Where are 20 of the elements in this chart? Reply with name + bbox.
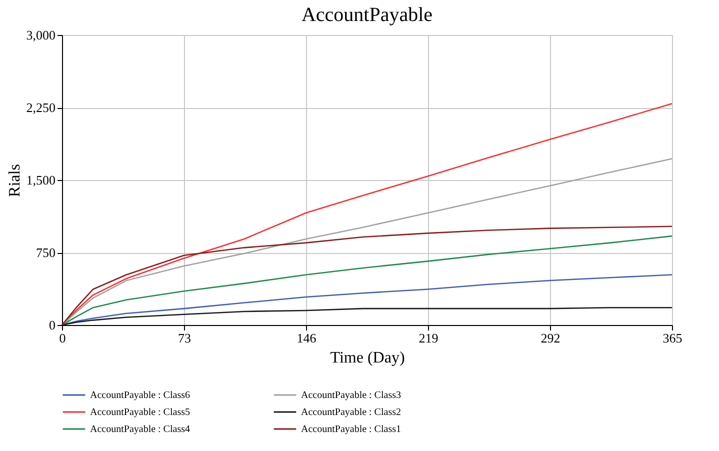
legend-label: AccountPayable : Class2 <box>301 407 401 418</box>
y-tick-label: 3,000 <box>26 28 56 42</box>
y-axis-title: Rials <box>6 164 24 197</box>
chart-title: AccountPayable <box>301 4 433 26</box>
y-tick-label: 1,500 <box>26 172 56 188</box>
x-axis-title: Time (Day) <box>330 350 405 366</box>
x-tick-label: 365 <box>662 330 682 346</box>
x-tick-label: 73 <box>178 330 191 346</box>
legend-label: AccountPayable : Class4 <box>90 424 190 435</box>
x-tick-label: 146 <box>296 330 317 346</box>
legend-label: AccountPayable : Class3 <box>301 390 401 401</box>
x-tick-label: 292 <box>540 330 560 346</box>
y-tick-label: 2,250 <box>26 100 56 115</box>
y-tick-label: 750 <box>36 245 56 260</box>
y-tick-label: 0 <box>49 318 56 332</box>
legend-label: AccountPayable : Class5 <box>90 407 190 418</box>
x-tick-label: 0 <box>59 330 66 346</box>
x-tick-label: 219 <box>418 330 438 346</box>
legend-label: AccountPayable : Class6 <box>90 390 190 401</box>
legend-label: AccountPayable : Class1 <box>301 424 401 435</box>
